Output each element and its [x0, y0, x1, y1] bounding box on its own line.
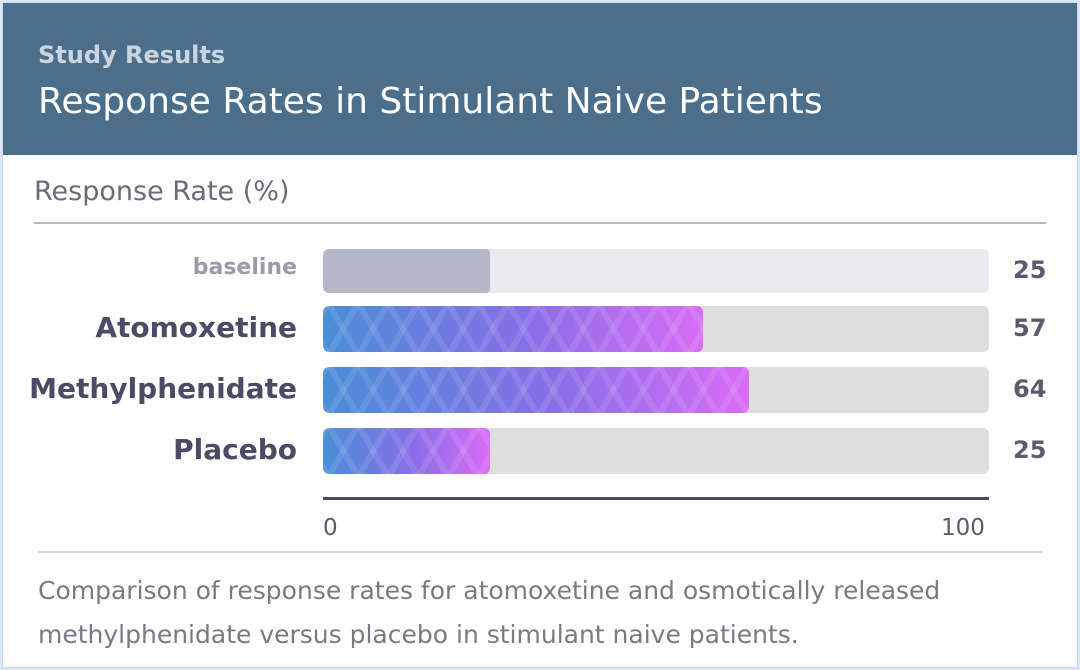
bar-placebo-bar	[323, 428, 490, 474]
bottom-divider	[38, 551, 1043, 553]
page-title: Response Rates in Stimulant Naive Patien…	[38, 81, 823, 122]
axis-title: Response Rate (%)	[34, 176, 290, 207]
baseline-track	[323, 249, 989, 293]
bar-atomoxetine-bar	[323, 306, 703, 352]
bar-atomoxetine-value-label: 57	[1013, 314, 1047, 342]
bar-methylphenidate-value-label: 64	[1013, 375, 1047, 403]
top-divider	[34, 222, 1046, 224]
bar-placebo-value-label: 25	[1013, 436, 1047, 464]
header-kicker: Study Results	[38, 41, 226, 69]
bar-methylphenidate-label: Methylphenidate	[29, 372, 297, 405]
x-axis-line	[323, 497, 989, 500]
x-tick-label-min: 0	[323, 515, 338, 541]
chart-card: Study Results Response Rates in Stimulan…	[3, 3, 1077, 667]
baseline-value-label: 25	[1013, 256, 1047, 284]
bar-methylphenidate-track	[323, 367, 989, 413]
baseline-bar	[323, 249, 490, 293]
bar-methylphenidate-bar	[323, 367, 750, 413]
bar-placebo-label: Placebo	[173, 433, 297, 466]
bar-atomoxetine-label: Atomoxetine	[95, 311, 297, 344]
card-header: Study Results Response Rates in Stimulan…	[3, 3, 1077, 155]
bar-placebo-track	[323, 428, 989, 474]
chart-caption: Comparison of response rates for atomoxe…	[38, 576, 941, 649]
bar-atomoxetine-track	[323, 306, 989, 352]
x-tick-label-max: 100	[941, 515, 985, 541]
baseline-label: baseline	[192, 255, 297, 280]
